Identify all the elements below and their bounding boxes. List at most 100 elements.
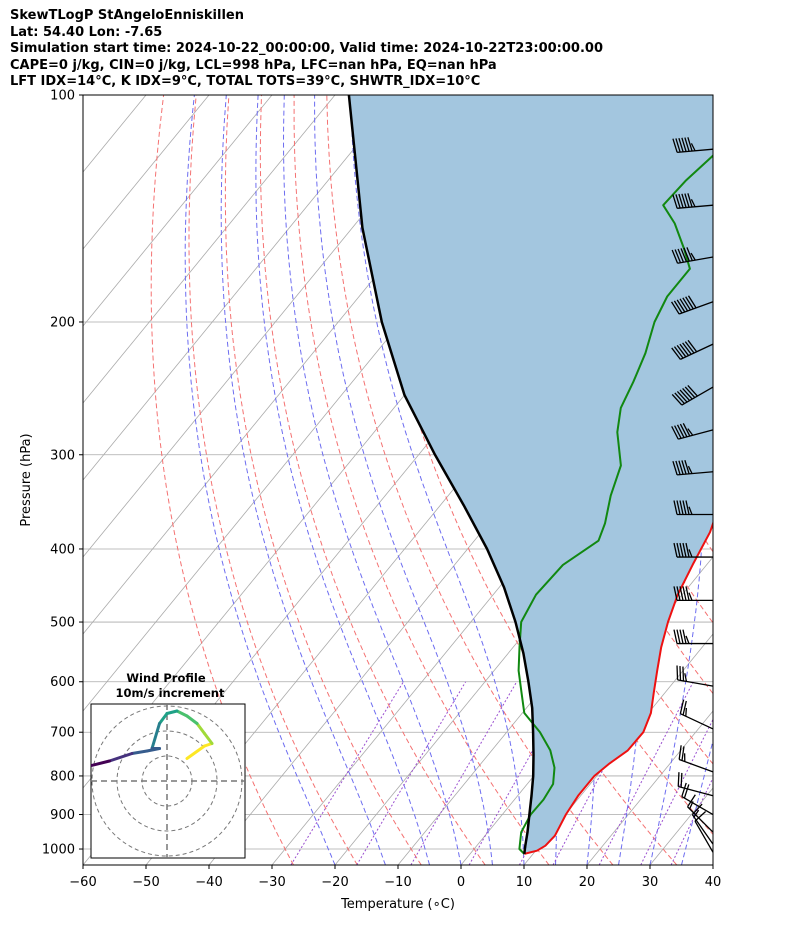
temperature-line bbox=[524, 520, 713, 855]
wind-barb bbox=[672, 137, 714, 153]
x-tick-label: −60 bbox=[69, 875, 96, 890]
y-tick-label: 400 bbox=[50, 542, 75, 557]
moist-adiabat bbox=[314, 95, 493, 865]
dry-adiabat bbox=[751, 95, 794, 865]
hodograph-segment bbox=[175, 709, 189, 718]
hodograph-segment bbox=[91, 759, 111, 768]
wind-barb bbox=[686, 794, 714, 833]
mixing-ratio-line bbox=[356, 681, 467, 865]
wind-barbs bbox=[671, 137, 714, 853]
wind-barb bbox=[676, 665, 714, 687]
dry-adiabat bbox=[259, 95, 486, 865]
isotherm-line bbox=[0, 95, 20, 865]
x-tick-label: −10 bbox=[384, 875, 411, 890]
hodograph-segment bbox=[130, 749, 149, 755]
moist-adiabat bbox=[220, 95, 386, 865]
dry-adiabat bbox=[150, 95, 294, 865]
cin-shaded-area bbox=[348, 95, 713, 854]
wind-barb bbox=[672, 193, 714, 209]
mixing-ratio-line bbox=[410, 681, 518, 865]
indices-line-2: LFT IDX=14°C, K IDX=9°C, TOTAL TOTS=39°C… bbox=[10, 74, 481, 89]
profile-series bbox=[347, 95, 713, 855]
hodograph-segment bbox=[165, 709, 179, 715]
wind-barb bbox=[672, 459, 714, 476]
hodograph-segment bbox=[185, 714, 199, 725]
x-tick-label: 40 bbox=[705, 875, 722, 890]
hodograph-segment bbox=[158, 712, 169, 725]
chart-title: SkewTLogP StAngeloEnniskillen bbox=[10, 8, 244, 23]
time-line: Simulation start time: 2024-10-22_00:00:… bbox=[10, 41, 603, 56]
hodograph-segment bbox=[195, 722, 206, 735]
isotherm-line bbox=[83, 95, 210, 250]
hodograph-segment bbox=[145, 747, 161, 753]
hodograph-segment bbox=[150, 722, 161, 750]
isotherm-line bbox=[712, 864, 713, 865]
dry-adiabat bbox=[718, 95, 794, 865]
isotherm-line bbox=[83, 95, 84, 96]
wind-barb bbox=[671, 295, 714, 315]
chart-title-block: SkewTLogP StAngeloEnniskillen Lat: 54.40… bbox=[10, 8, 603, 91]
wind-barb bbox=[673, 629, 713, 645]
x-tick-label: 20 bbox=[579, 875, 596, 890]
y-tick-label: 600 bbox=[50, 675, 75, 690]
dry-adiabat bbox=[326, 95, 614, 865]
x-tick-label: −20 bbox=[321, 875, 348, 890]
y-tick-label: 800 bbox=[50, 769, 75, 784]
wind-barb bbox=[694, 811, 714, 853]
moist-adiabat bbox=[350, 95, 525, 865]
isotherm-line bbox=[83, 95, 336, 404]
wind-barb bbox=[673, 542, 713, 558]
inset-subtitle: 10m/s increment bbox=[116, 686, 225, 700]
inset-title: Wind Profile bbox=[126, 671, 206, 685]
indices-line-1: CAPE=0 j/kg, CIN=0 j/kg, LCL=998 hPa, LF… bbox=[10, 57, 497, 73]
wind-barb bbox=[679, 699, 714, 730]
hodograph-segment bbox=[80, 766, 90, 769]
dewpoint-line bbox=[517, 154, 713, 855]
wind-barb bbox=[678, 745, 714, 773]
wind-barb bbox=[691, 803, 714, 845]
parcel-line bbox=[347, 95, 535, 855]
wind-barb bbox=[671, 339, 714, 360]
y-tick-label: 900 bbox=[50, 808, 75, 823]
y-tick-label: 500 bbox=[50, 616, 75, 631]
wind-barb bbox=[673, 586, 713, 602]
y-tick-label: 1000 bbox=[42, 843, 75, 858]
y-tick-label: 200 bbox=[50, 315, 75, 330]
location-line: Lat: 54.40 Lon: -7.65 bbox=[10, 24, 163, 40]
background-lines bbox=[0, 95, 794, 865]
mixing-ratio-line bbox=[552, 681, 651, 865]
y-tick-label: 100 bbox=[50, 89, 75, 104]
wind-profile-inset: Wind Profile 10m/s increment bbox=[80, 671, 246, 859]
dry-adiabat bbox=[224, 95, 422, 865]
hodograph-segment bbox=[185, 744, 206, 760]
x-axis-label: Temperature (∘C) bbox=[340, 897, 455, 912]
dry-adiabat bbox=[784, 95, 794, 865]
x-tick-label: 30 bbox=[642, 875, 659, 890]
isotherm-line bbox=[397, 479, 713, 865]
x-tick-label: −40 bbox=[195, 875, 222, 890]
x-tick-label: 0 bbox=[457, 875, 465, 890]
wind-barb bbox=[673, 500, 713, 516]
dry-adiabat bbox=[188, 95, 358, 865]
moist-adiabat bbox=[282, 95, 462, 865]
y-tick-label: 300 bbox=[50, 448, 75, 463]
dry-adiabat bbox=[456, 95, 713, 695]
hodograph-segment bbox=[108, 752, 134, 763]
isotherm-line bbox=[83, 95, 273, 327]
isotherm-line bbox=[83, 95, 399, 481]
x-tick-label: −30 bbox=[258, 875, 285, 890]
moist-adiabat bbox=[712, 863, 713, 865]
moist-adiabat bbox=[184, 95, 336, 865]
y-axis-label: Pressure (hPa) bbox=[19, 433, 34, 526]
wind-barb bbox=[671, 385, 714, 406]
moist-adiabat bbox=[255, 95, 430, 865]
wind-barb bbox=[671, 247, 714, 264]
wind-barb bbox=[681, 782, 714, 816]
wind-barb bbox=[671, 422, 714, 440]
dry-adiabat bbox=[293, 95, 550, 865]
x-tick-label: −50 bbox=[132, 875, 159, 890]
mixing-ratio-line bbox=[290, 681, 404, 865]
x-tick-label: 10 bbox=[516, 875, 533, 890]
